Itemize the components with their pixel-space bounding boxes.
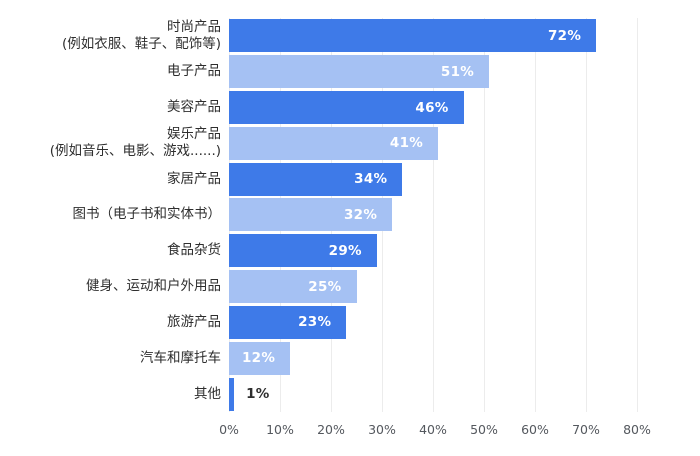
bar: 25%: [229, 270, 357, 304]
x-tick-label: 30%: [368, 422, 396, 437]
chart-row: 其他 1%: [0, 376, 700, 412]
value-label: 23%: [298, 314, 332, 331]
x-axis: 0% 10% 20% 30% 40% 50% 60% 70% 80%: [0, 422, 700, 442]
value-label: 1%: [246, 386, 270, 403]
category-label-line: 时尚产品: [167, 18, 221, 35]
x-tick-label: 60%: [521, 422, 549, 437]
category-label-line: 旅游产品: [167, 313, 221, 330]
bar: 41%: [229, 126, 439, 160]
category-label: 旅游产品: [0, 314, 229, 331]
category-label-line: 食品杂货: [167, 242, 221, 259]
category-label: 美容产品: [0, 99, 229, 116]
value-label: 46%: [415, 99, 449, 116]
category-label-line: 美容产品: [167, 99, 221, 116]
x-tick-label: 80%: [623, 422, 651, 437]
chart-row: 汽车和摩托车 12%: [0, 340, 700, 376]
x-tick-label: 0%: [219, 422, 239, 437]
bar: 34%: [229, 162, 403, 196]
gridline: [586, 18, 587, 412]
chart-row: 娱乐产品 (例如音乐、电影、游戏......) 41%: [0, 125, 700, 161]
category-label: 图书（电子书和实体书）: [0, 206, 229, 223]
category-label-line: 其他: [194, 385, 221, 402]
category-label: 汽车和摩托车: [0, 350, 229, 367]
bar: 29%: [229, 234, 377, 268]
category-label-line: 娱乐产品: [167, 126, 221, 143]
chart-rows: 时尚产品 (例如衣服、鞋子、配饰等) 72% 电子产品 51% 美容产品 46% 娱乐产品 (例…: [0, 18, 700, 412]
value-label: 29%: [328, 242, 362, 259]
category-label: 电子产品: [0, 63, 229, 80]
chart-row: 时尚产品 (例如衣服、鞋子、配饰等) 72%: [0, 18, 700, 54]
chart-row: 旅游产品 23%: [0, 305, 700, 341]
category-label-line: 健身、运动和户外用品: [86, 278, 221, 295]
bar: 23%: [229, 305, 347, 339]
bar: 46%: [229, 91, 464, 125]
value-label: 72%: [547, 27, 582, 44]
bar: 32%: [229, 198, 393, 232]
gridline: [637, 18, 638, 412]
category-label: 其他: [0, 386, 229, 403]
chart-row: 食品杂货 29%: [0, 233, 700, 269]
chart-row: 图书（电子书和实体书） 32%: [0, 197, 700, 233]
gridline: [535, 18, 536, 412]
x-tick-label: 20%: [317, 422, 345, 437]
value-label: 51%: [440, 63, 475, 80]
bar: 51%: [229, 55, 490, 89]
category-label-line: 图书（电子书和实体书）: [72, 206, 222, 223]
gridline: [484, 18, 485, 412]
chart-row: 家居产品 34%: [0, 161, 700, 197]
x-tick-label: 40%: [419, 422, 447, 437]
x-tick-label: 50%: [470, 422, 498, 437]
category-label-line: (例如衣服、鞋子、配饰等): [61, 35, 221, 52]
bar: 1%: [229, 377, 269, 411]
category-label-line: 电子产品: [167, 63, 221, 80]
value-label: 41%: [389, 135, 424, 152]
value-label: 32%: [343, 206, 378, 223]
chart-row: 美容产品 46%: [0, 90, 700, 126]
category-label: 家居产品: [0, 171, 229, 188]
x-tick-label: 10%: [266, 422, 294, 437]
category-label-line: 汽车和摩托车: [140, 349, 221, 366]
chart-row: 电子产品 51%: [0, 54, 700, 90]
category-label: 娱乐产品 (例如音乐、电影、游戏......): [0, 126, 229, 160]
category-label: 健身、运动和户外用品: [0, 278, 229, 295]
bar: 12%: [229, 341, 291, 375]
category-label: 食品杂货: [0, 242, 229, 259]
category-label: 时尚产品 (例如衣服、鞋子、配饰等): [0, 19, 229, 53]
bar: 72%: [229, 19, 597, 53]
category-label-line: 家居产品: [167, 170, 221, 187]
value-label: 34%: [354, 171, 388, 188]
gridline: [433, 18, 434, 412]
value-label: 25%: [308, 278, 342, 295]
category-label-line: (例如音乐、电影、游戏......): [49, 143, 221, 160]
chart-row: 健身、运动和户外用品 25%: [0, 269, 700, 305]
x-tick-label: 70%: [572, 422, 600, 437]
value-label: 12%: [241, 350, 276, 367]
